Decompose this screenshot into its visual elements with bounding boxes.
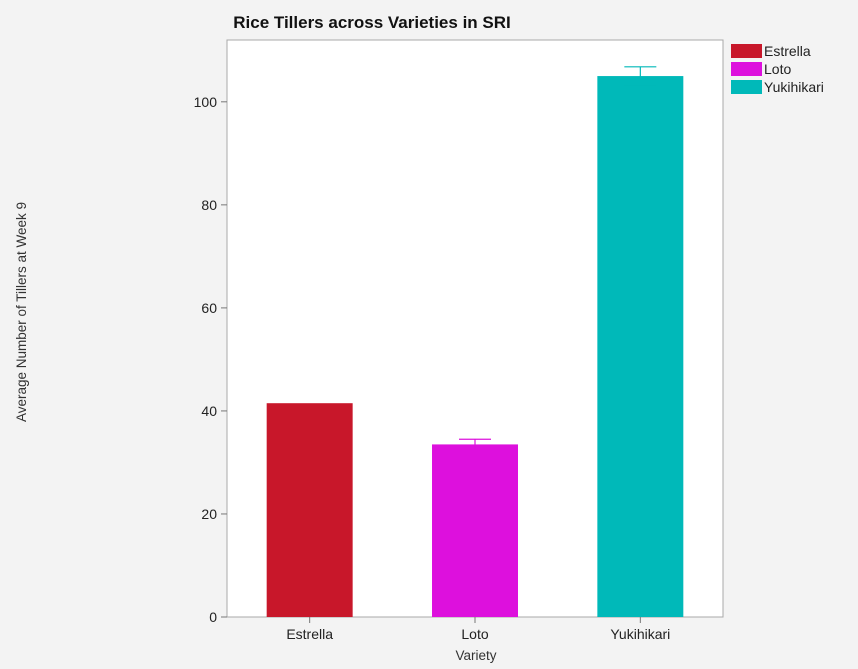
y-tick-label: 80 [201,197,217,213]
legend-swatch [731,62,762,76]
x-tick-label: Yukihikari [610,626,670,642]
y-tick-label: 60 [201,300,217,316]
legend-swatch [731,44,762,58]
y-axis-label: Average Number of Tillers at Week 9 [14,202,29,422]
legend-label: Loto [764,61,791,77]
y-tick-label: 100 [194,94,218,110]
x-axis-label: Variety [455,648,496,663]
legend: Estrella Loto Yukihikari [731,43,824,95]
bar-estrella [266,403,353,617]
y-tick-label: 40 [201,403,217,419]
y-tick-label: 20 [201,506,217,522]
bar-loto [432,444,518,617]
x-tick-label: Estrella [286,626,333,642]
x-tick-label: Loto [461,626,488,642]
x-axis: Estrella Loto Yukihikari [286,617,670,642]
y-axis: 0 20 40 60 80 100 [194,94,227,625]
bar-yukihikari [597,76,684,617]
bars-layer [266,66,684,617]
legend-swatch [731,80,762,94]
chart-title: Rice Tillers across Varieties in SRI [233,13,511,32]
y-tick-label: 0 [209,609,217,625]
legend-label: Estrella [764,43,811,59]
legend-label: Yukihikari [764,79,824,95]
